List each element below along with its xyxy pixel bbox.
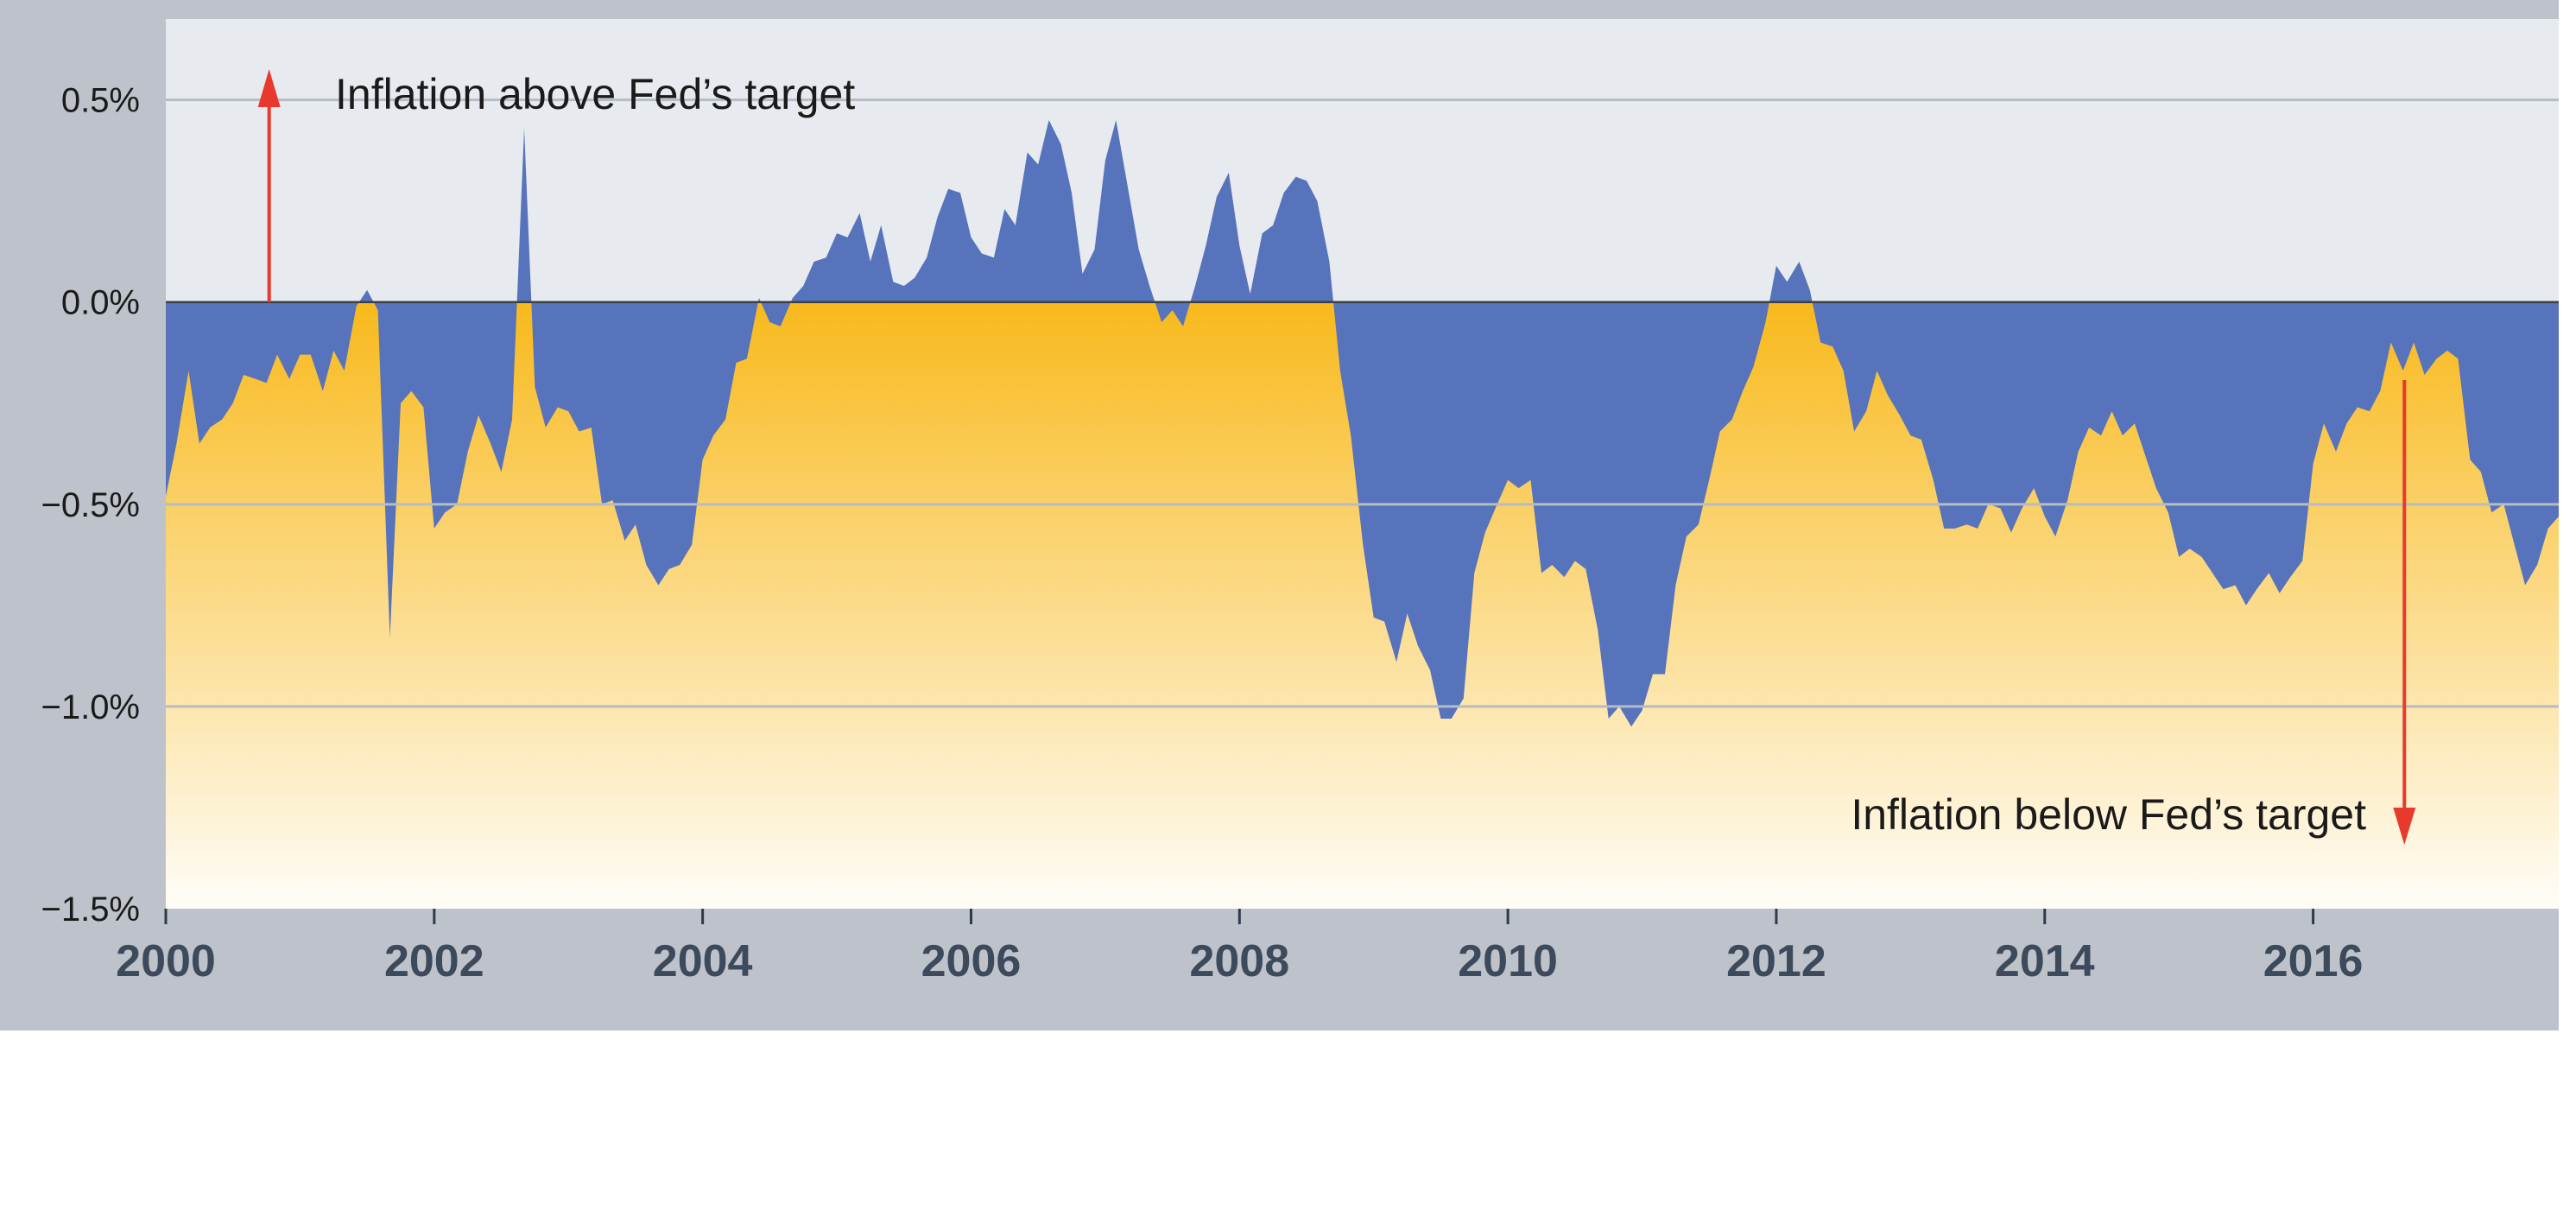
x-tick-label: 2006	[921, 936, 1022, 986]
y-tick-label: −0.5%	[41, 486, 140, 524]
annotations: Inflation above Fed’s target Inflation be…	[257, 69, 2416, 845]
arrow-down-head	[2393, 808, 2416, 845]
arrow-up-head	[257, 69, 281, 107]
x-axis: 2000 2002 2004 2006 2008 2010 2012 2014 2016	[116, 909, 2363, 986]
series-area-below-zero	[166, 301, 2559, 727]
annotation-below: Inflation below Fed’s target	[1851, 790, 2366, 839]
annotation-above: Inflation above Fed’s target	[335, 70, 855, 118]
x-tick-label: 2008	[1189, 936, 1289, 986]
x-tick-label: 2000	[116, 936, 216, 986]
x-tick-label: 2010	[1458, 936, 1558, 986]
y-tick-label: −1.5%	[41, 891, 140, 929]
plot-background	[166, 19, 2559, 302]
y-tick-label: 0.0%	[61, 284, 140, 322]
gridlines	[166, 98, 2559, 708]
x-tick-label: 2002	[384, 936, 484, 986]
x-tick-label: 2012	[1726, 936, 1826, 986]
y-tick-label: −1.0%	[41, 688, 140, 726]
x-tick-label: 2014	[1995, 936, 2095, 986]
y-tick-label: 0.5%	[61, 82, 140, 120]
y-axis: 0.5% 0.0% −0.5% −1.0% −1.5%	[41, 82, 140, 929]
x-tick-label: 2004	[653, 936, 753, 986]
x-tick-label: 2016	[2263, 936, 2364, 986]
